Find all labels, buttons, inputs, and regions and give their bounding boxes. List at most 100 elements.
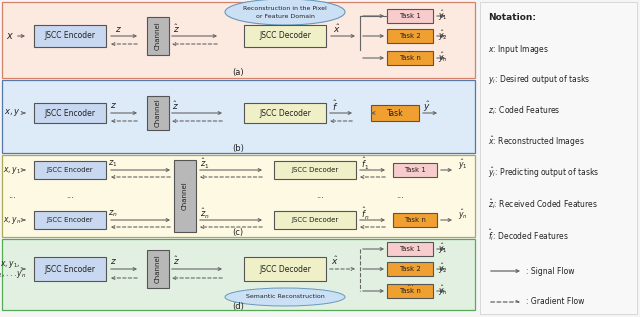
- Text: $\hat{f}_n$: $\hat{f}_n$: [361, 206, 369, 222]
- Text: Task 1: Task 1: [399, 246, 421, 252]
- Text: JSCC Decoder: JSCC Decoder: [291, 167, 339, 173]
- Bar: [147, 17, 169, 55]
- Text: Task 2: Task 2: [399, 33, 421, 39]
- Bar: [480, 2, 637, 314]
- Text: $\hat{z}$: $\hat{z}$: [173, 23, 179, 35]
- Text: $\hat{y}_n$: $\hat{y}_n$: [438, 284, 448, 298]
- Text: ...: ...: [8, 191, 16, 200]
- Bar: [34, 161, 106, 179]
- Text: ...: ...: [406, 279, 414, 288]
- Text: $x, y_1$: $x, y_1$: [3, 165, 21, 176]
- Text: (a): (a): [232, 68, 244, 76]
- Text: $y_i$: Desired output of tasks: $y_i$: Desired output of tasks: [488, 74, 590, 87]
- Text: JSCC Encoder: JSCC Encoder: [45, 108, 95, 118]
- Text: (d): (d): [232, 301, 244, 310]
- Text: ...: ...: [66, 191, 74, 200]
- Text: $x, y_n$: $x, y_n$: [3, 215, 21, 225]
- Text: (b): (b): [232, 144, 244, 152]
- Text: $\hat{y}_1$: $\hat{y}_1$: [438, 242, 447, 256]
- Bar: [244, 103, 326, 123]
- Text: JSCC Decoder: JSCC Decoder: [259, 108, 311, 118]
- Bar: [2, 80, 475, 153]
- Bar: [34, 25, 106, 47]
- Bar: [387, 29, 433, 43]
- Text: $\hat{y}_1$: $\hat{y}_1$: [438, 9, 447, 23]
- Text: $z$: $z$: [115, 24, 122, 34]
- Text: Channel: Channel: [182, 182, 188, 210]
- Text: $z_i$: Coded Features: $z_i$: Coded Features: [488, 105, 561, 117]
- Ellipse shape: [225, 0, 345, 25]
- Bar: [387, 9, 433, 23]
- Bar: [387, 284, 433, 298]
- Text: Reconstruction in the Pixel: Reconstruction in the Pixel: [243, 5, 327, 10]
- Bar: [147, 250, 169, 288]
- Text: JSCC Decoder: JSCC Decoder: [291, 217, 339, 223]
- Text: Channel: Channel: [155, 22, 161, 50]
- Text: ...: ...: [316, 191, 324, 200]
- Text: (c): (c): [232, 228, 244, 236]
- Text: $z_1$: $z_1$: [108, 159, 118, 169]
- Text: $z$: $z$: [109, 256, 116, 266]
- Text: JSCC Encoder: JSCC Encoder: [47, 217, 93, 223]
- Text: $\hat{x}$: $\hat{x}$: [331, 255, 339, 267]
- Text: : Gradient Flow: : Gradient Flow: [526, 297, 584, 307]
- Text: : Signal Flow: : Signal Flow: [526, 267, 575, 275]
- Bar: [244, 257, 326, 281]
- Text: $\hat{y}_i$: Predicting output of tasks: $\hat{y}_i$: Predicting output of tasks: [488, 166, 599, 180]
- Text: $\hat{f}$: $\hat{f}$: [332, 99, 338, 113]
- Bar: [2, 2, 475, 78]
- Text: or Feature Domain: or Feature Domain: [255, 15, 314, 20]
- Bar: [371, 105, 419, 121]
- Text: $\hat{y}_n$: $\hat{y}_n$: [438, 51, 448, 65]
- Text: Task n: Task n: [399, 55, 421, 61]
- Text: $\hat{z}$: $\hat{z}$: [172, 100, 179, 112]
- Text: Semantic Reconstruction: Semantic Reconstruction: [246, 294, 324, 300]
- Text: $\hat{z}_i$: Received Coded Features: $\hat{z}_i$: Received Coded Features: [488, 197, 598, 211]
- Bar: [274, 211, 356, 229]
- Text: $\hat{y}_2$: $\hat{y}_2$: [438, 262, 447, 276]
- Text: Task: Task: [387, 108, 403, 118]
- Text: JSCC Decoder: JSCC Decoder: [259, 31, 311, 41]
- Bar: [34, 103, 106, 123]
- Bar: [387, 262, 433, 276]
- Bar: [147, 96, 169, 130]
- Bar: [244, 25, 326, 47]
- Text: Task n: Task n: [404, 217, 426, 223]
- Bar: [34, 257, 106, 281]
- Text: $\hat{z}_n$: $\hat{z}_n$: [200, 207, 210, 221]
- Bar: [387, 51, 433, 65]
- Text: $\hat{z}_1$: $\hat{z}_1$: [200, 157, 210, 171]
- Text: $\hat{f}_i$: Decoded Features: $\hat{f}_i$: Decoded Features: [488, 227, 569, 243]
- Bar: [174, 160, 196, 232]
- Text: JSCC Encoder: JSCC Encoder: [47, 167, 93, 173]
- Text: JSCC Decoder: JSCC Decoder: [259, 264, 311, 274]
- Text: $x, y$: $x, y$: [4, 107, 20, 119]
- Text: $\hat{y}_n$: $\hat{y}_n$: [458, 208, 468, 222]
- Text: ...: ...: [406, 46, 414, 55]
- Bar: [387, 242, 433, 256]
- Bar: [393, 163, 437, 177]
- Text: JSCC Encoder: JSCC Encoder: [45, 264, 95, 274]
- Text: JSCC Encoder: JSCC Encoder: [45, 31, 95, 41]
- Text: $\hat{x}$: $\hat{x}$: [333, 23, 341, 35]
- Bar: [393, 213, 437, 227]
- Ellipse shape: [225, 288, 345, 306]
- Text: Task 1: Task 1: [399, 13, 421, 19]
- Text: Channel: Channel: [155, 99, 161, 127]
- Text: $x$: $x$: [6, 31, 14, 41]
- Bar: [34, 211, 106, 229]
- Text: $\hat{x}$: Reconstructed Images: $\hat{x}$: Reconstructed Images: [488, 135, 585, 149]
- Text: $\hat{y}_1$: $\hat{y}_1$: [458, 158, 468, 172]
- Text: Notation:: Notation:: [488, 14, 536, 23]
- Bar: [2, 239, 475, 310]
- Text: $z_n$: $z_n$: [108, 209, 118, 219]
- Text: $\hat{f}_1$: $\hat{f}_1$: [361, 156, 369, 172]
- Text: Channel: Channel: [155, 255, 161, 283]
- Bar: [2, 155, 475, 237]
- Text: $\hat{z}$: $\hat{z}$: [173, 255, 179, 267]
- Text: $x, y_1,$: $x, y_1,$: [0, 258, 20, 269]
- Text: Task 2: Task 2: [399, 266, 421, 272]
- Text: $\hat{y}$: $\hat{y}$: [423, 100, 431, 114]
- Text: Task 1: Task 1: [404, 167, 426, 173]
- Text: $y_2,...y_n$: $y_2,...y_n$: [0, 269, 27, 281]
